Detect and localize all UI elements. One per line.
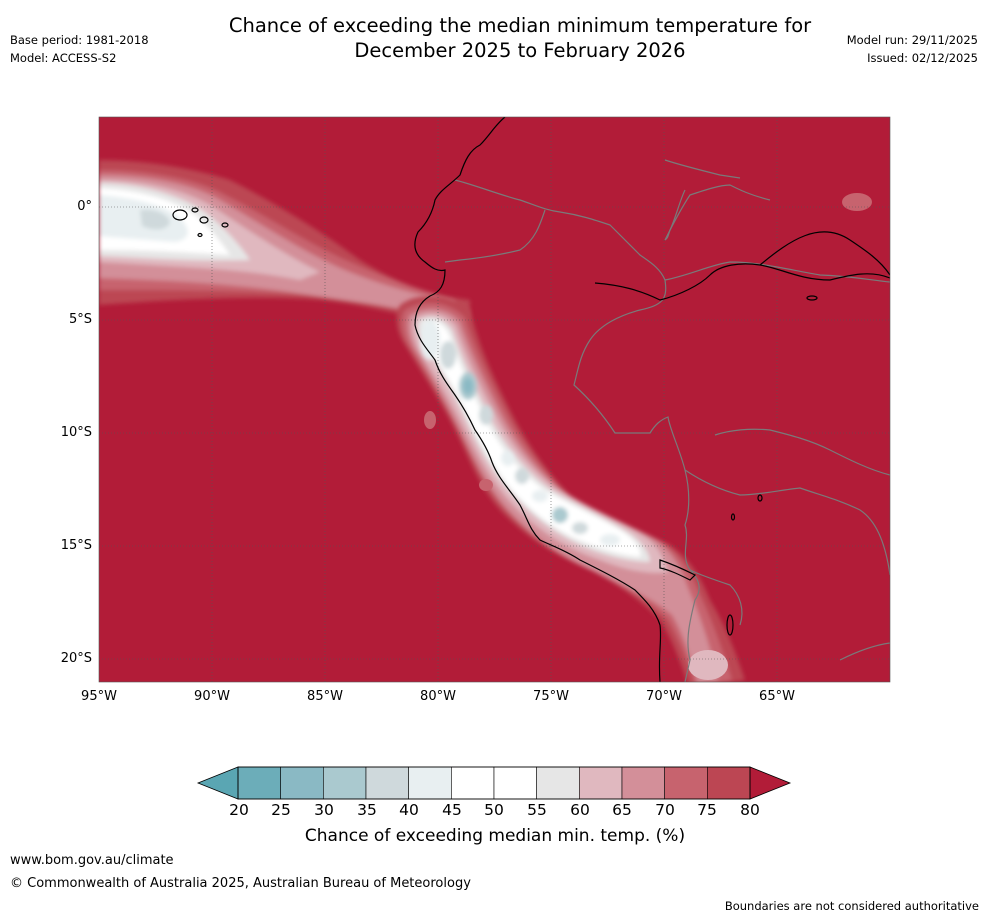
model-run: Model run: 29/11/2025 — [846, 33, 978, 47]
lat-label-0: 0° — [77, 199, 92, 214]
colorbar-high-extend — [749, 766, 792, 800]
copyright-text: © Commonwealth of Australia 2025, Austra… — [10, 876, 471, 891]
country-borders — [444, 159, 890, 682]
colorbar-cell — [280, 766, 324, 800]
colorbar-tick: 80 — [740, 801, 760, 819]
colorbar-low-extend — [196, 766, 239, 800]
colorbar-tick: 50 — [484, 801, 504, 819]
colorbar-cell — [493, 766, 537, 800]
colorbar-tick: 30 — [314, 801, 334, 819]
meta-right: Model run: 29/11/2025 Issued: 02/12/2025 — [847, 31, 978, 67]
graticule — [99, 117, 890, 682]
lon-label-80w: 80°W — [420, 689, 456, 704]
colorbar-cell — [365, 766, 409, 800]
colorbar-tick: 40 — [399, 801, 419, 819]
lon-label-65w: 65°W — [759, 689, 795, 704]
coastal-upwelling-zone — [396, 295, 745, 682]
colorbar-tick: 70 — [655, 801, 675, 819]
colorbar-title: Chance of exceeding median min. temp. (%… — [304, 826, 686, 846]
title-line-2: December 2025 to February 2026 — [354, 39, 686, 62]
colorbar-cell — [536, 766, 580, 800]
chart-title: Chance of exceeding the median minimum t… — [0, 13, 988, 63]
meta-left: Base period: 1981-2018 Model: ACCESS-S2 — [10, 31, 149, 67]
colorbar-cell — [451, 766, 495, 800]
colorbar-tick: 35 — [357, 801, 377, 819]
lon-label-90w: 90°W — [194, 689, 230, 704]
base-period: Base period: 1981-2018 — [10, 33, 149, 47]
coastline — [172, 117, 890, 682]
colorbar-cells — [237, 766, 751, 800]
lat-label-5s: 5°S — [68, 312, 92, 327]
colorbar-tick: 20 — [229, 801, 249, 819]
colorbar-cell — [579, 766, 623, 800]
lat-label-15s: 15°S — [60, 538, 92, 553]
footer-link[interactable]: www.bom.gov.au/climate — [10, 853, 174, 868]
colorbar-tick: 25 — [271, 801, 291, 819]
colorbar-frame — [237, 766, 751, 800]
lon-label-75w: 75°W — [533, 689, 569, 704]
map-frame — [98, 116, 891, 683]
inland-patch — [842, 193, 872, 211]
offshore-patch — [424, 411, 436, 429]
title-line-1: Chance of exceeding the median minimum t… — [228, 14, 812, 37]
colorbar-tick: 45 — [442, 801, 462, 819]
inland-patch-south — [688, 650, 728, 680]
lat-label-20s: 20°S — [60, 651, 92, 666]
lat-label-10s: 10°S — [60, 425, 92, 440]
colorbar-cell — [707, 766, 751, 800]
issued-date: Issued: 02/12/2025 — [867, 51, 978, 65]
offshore-patch — [479, 479, 493, 491]
colorbar-tick: 60 — [570, 801, 590, 819]
model-name: Model: ACCESS-S2 — [10, 51, 117, 65]
colorbar-cell — [408, 766, 452, 800]
colorbar-cell — [621, 766, 665, 800]
colorbar-tick: 75 — [697, 801, 717, 819]
disclaimer-text: Boundaries are not considered authoritat… — [724, 899, 979, 913]
colorbar-cell — [664, 766, 708, 800]
colorbar-cell — [323, 766, 367, 800]
lon-label-70w: 70°W — [646, 689, 682, 704]
lon-label-95w: 95°W — [81, 689, 117, 704]
colorbar-cell — [237, 766, 281, 800]
colorbar-tick: 55 — [527, 801, 547, 819]
lon-label-85w: 85°W — [307, 689, 343, 704]
equatorial-plume — [99, 160, 470, 330]
colorbar-tick: 65 — [612, 801, 632, 819]
